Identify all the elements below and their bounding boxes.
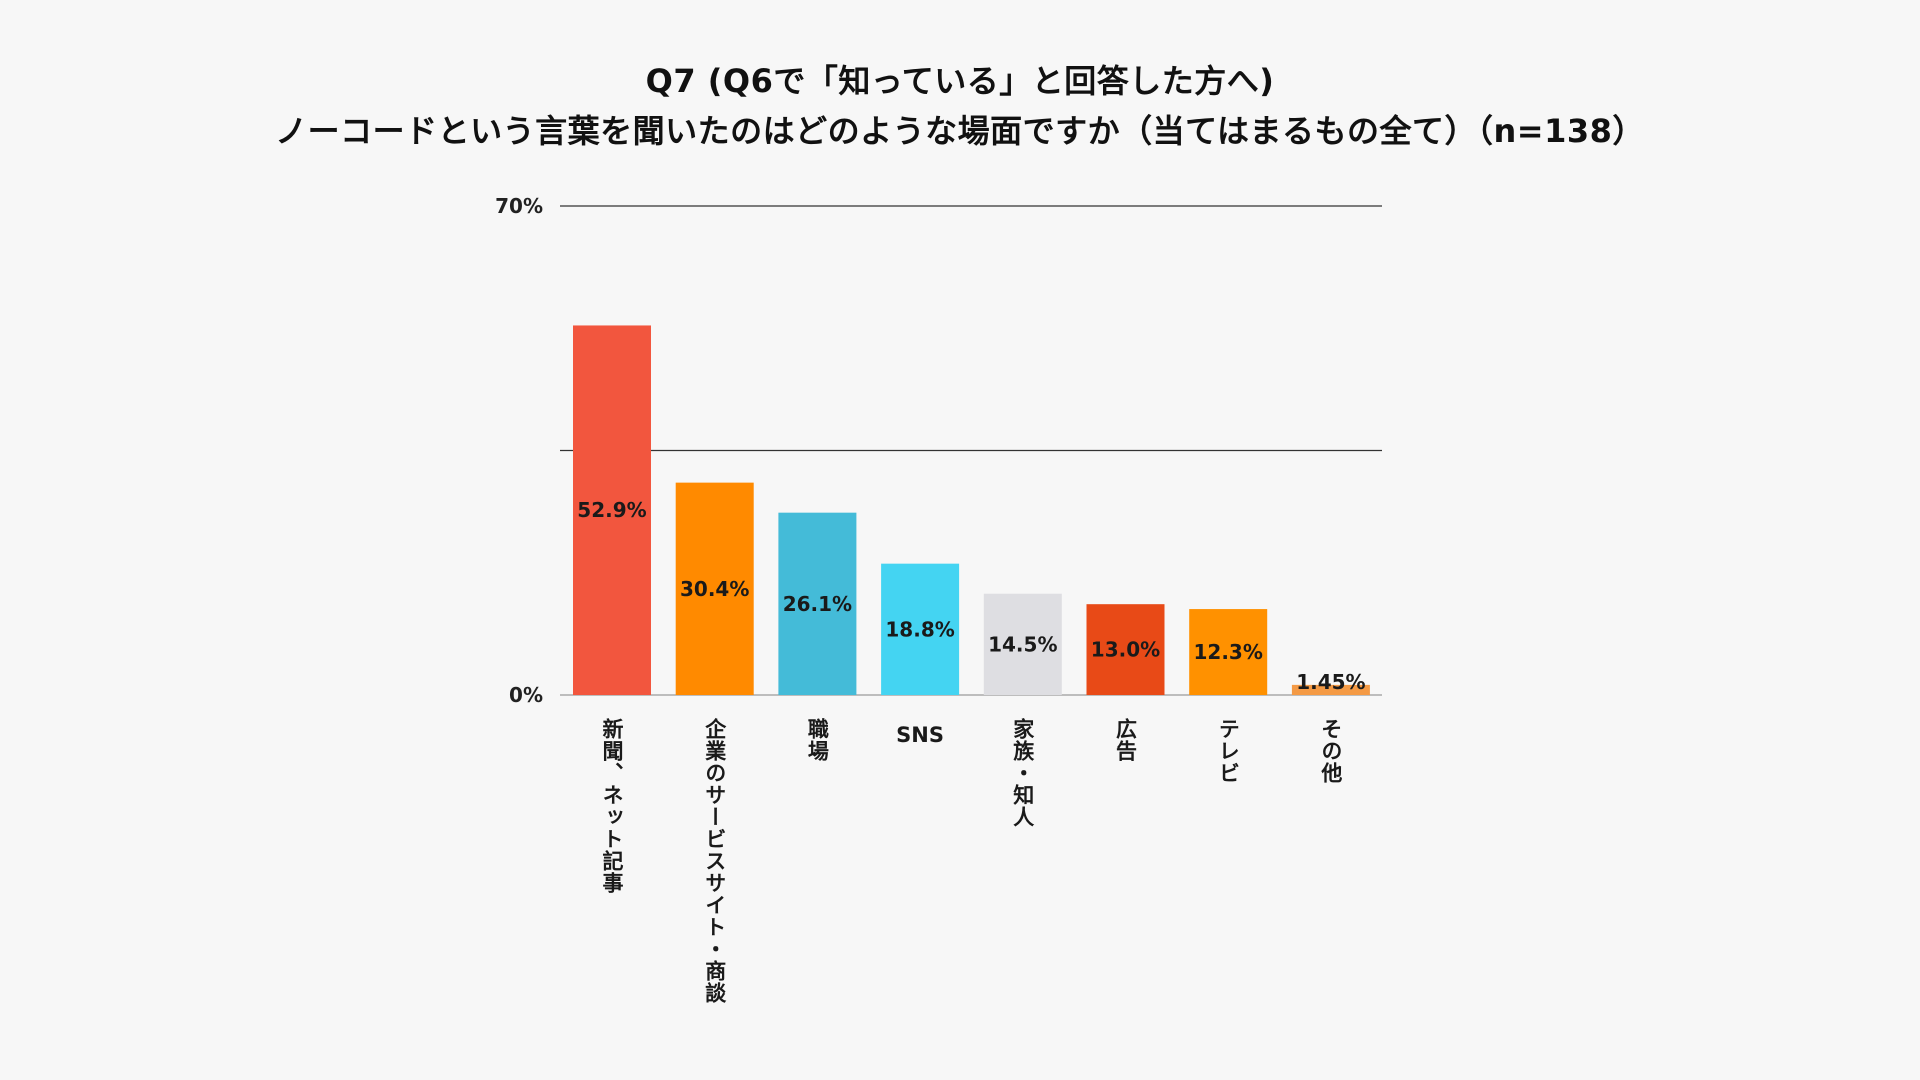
category-label-2: 企業のサービスサイト・商談 [703, 717, 728, 1004]
category-label-5: 家族・知人 [1011, 717, 1035, 828]
category-label-7: テレビ [1216, 718, 1240, 784]
category-label-4: SNS [896, 723, 944, 747]
value-label-5: 14.5% [988, 632, 1057, 656]
bar-3 [778, 512, 857, 695]
bar-6 [1086, 604, 1165, 695]
bar-1 [573, 325, 651, 695]
chart-title-line1: Q7 (Q6で「知っている」と回答した方へ) [645, 62, 1275, 100]
value-label-4: 18.8% [885, 617, 954, 641]
bar-5 [983, 593, 1062, 695]
bar-8 [1291, 684, 1370, 695]
chart-title-line2: ノーコードという言葉を聞いたのはどのような場面ですか（当てはまるもの全て）（n=… [275, 112, 1645, 150]
bar-2 [675, 482, 754, 695]
category-label-1: 新聞、ネット記事 [600, 717, 624, 894]
value-label-7: 12.3% [1194, 640, 1263, 664]
bar-7 [1189, 609, 1268, 695]
y-tick-label-0: 0% [509, 683, 543, 707]
value-label-1: 52.9% [577, 498, 646, 522]
value-label-8: 1.45% [1296, 670, 1365, 694]
category-label-3: 職場 [805, 718, 829, 762]
value-label-2: 30.4% [680, 577, 749, 601]
bar-4 [881, 563, 960, 695]
category-label-8: その他 [1319, 718, 1344, 784]
value-label-6: 13.0% [1091, 638, 1160, 662]
y-tick-label-70: 70% [495, 194, 543, 218]
category-label-6: 広告 [1114, 717, 1138, 762]
value-label-3: 26.1% [783, 592, 852, 616]
